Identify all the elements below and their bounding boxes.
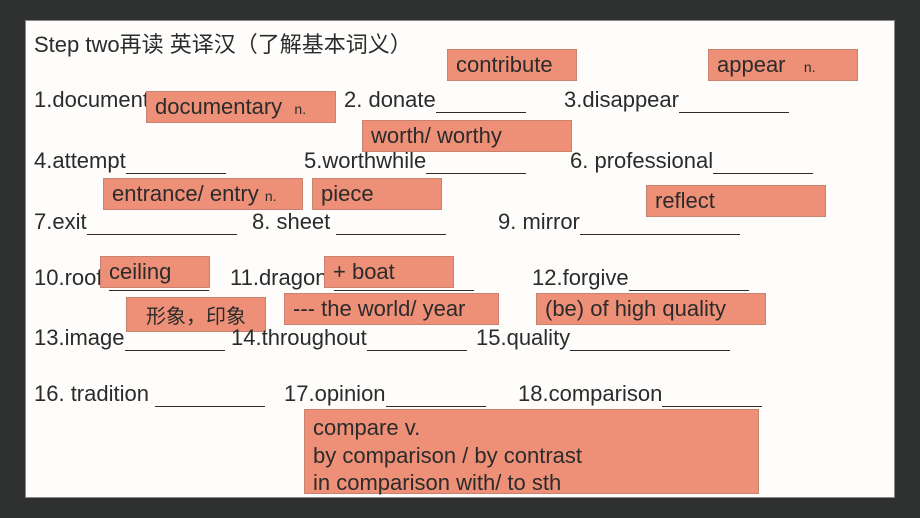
hl-world: --- the world/ year bbox=[284, 293, 499, 325]
hl-compare-l3: in comparison with/ to sth bbox=[313, 470, 561, 495]
item18: 18.comparison bbox=[518, 381, 762, 407]
hl-appear-text: appear bbox=[717, 52, 786, 77]
hl-appear: appear n. bbox=[708, 49, 858, 81]
hl-entrance: entrance/ entry n. bbox=[103, 178, 303, 210]
hl-documentary: documentary n. bbox=[146, 91, 336, 123]
hl-boat: + boat bbox=[324, 256, 454, 288]
hl-contribute: contribute bbox=[447, 49, 577, 81]
item16: 16. tradition bbox=[34, 381, 265, 407]
item8: 8. sheet bbox=[252, 209, 446, 235]
title: Step two再读 英译汉（了解基本词义） bbox=[34, 27, 412, 59]
slide: Step two再读 英译汉（了解基本词义） contribute appear… bbox=[25, 20, 895, 498]
row1: 1.document bbox=[34, 87, 149, 113]
item1: 1.document bbox=[34, 87, 149, 112]
hl-ceiling: ceiling bbox=[100, 256, 210, 288]
hl-documentary-text: documentary bbox=[155, 94, 282, 119]
hl-contribute-text: contribute bbox=[456, 52, 553, 77]
hl-documentary-sub: n. bbox=[294, 101, 306, 117]
hl-compare: compare v. by comparison / by contrast i… bbox=[304, 409, 759, 494]
item15: 15.quality bbox=[476, 325, 730, 351]
hl-quality: (be) of high quality bbox=[536, 293, 766, 325]
item12: 12.forgive bbox=[532, 265, 749, 291]
hl-appear-sub: n. bbox=[804, 59, 816, 75]
item13: 13.image bbox=[34, 325, 225, 351]
hl-compare-l2: by comparison / by contrast bbox=[313, 443, 582, 468]
item9: 9. mirror bbox=[498, 209, 740, 235]
item7: 7.exit bbox=[34, 209, 237, 235]
item14: 14.throughout bbox=[231, 325, 467, 351]
hl-piece: piece bbox=[312, 178, 442, 210]
item6: 6. professional bbox=[570, 148, 813, 174]
item5: 5.worthwhile bbox=[304, 148, 526, 174]
item2: 2. donate bbox=[344, 87, 526, 113]
item3: 3.disappear bbox=[564, 87, 789, 113]
item17: 17.opinion bbox=[284, 381, 486, 407]
item4: 4.attempt bbox=[34, 148, 226, 174]
hl-compare-l1: compare v. bbox=[313, 415, 420, 440]
